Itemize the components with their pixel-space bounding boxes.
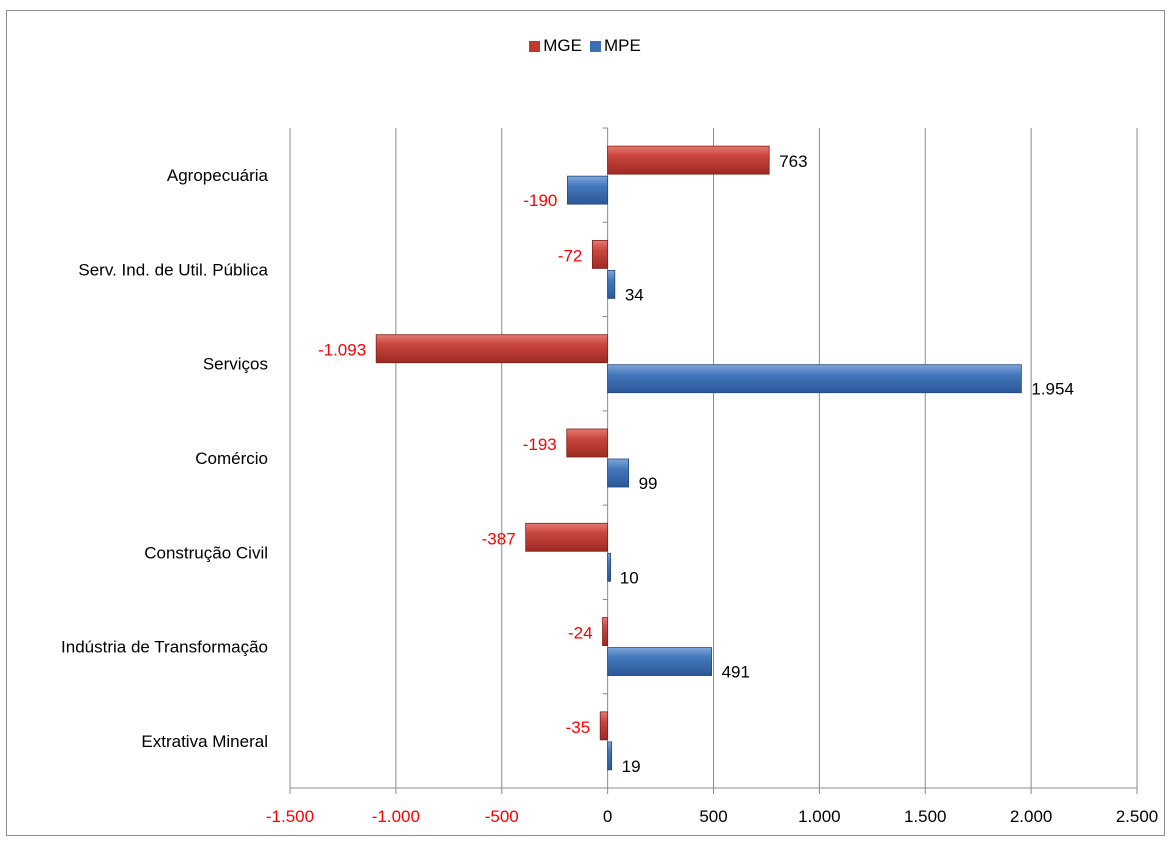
category-label: Serviços: [203, 355, 268, 374]
category-label: Construção Civil: [144, 543, 268, 562]
bar-mge: [591, 240, 609, 269]
data-label: 19: [622, 757, 641, 776]
bar-mpe: [607, 458, 629, 488]
x-tick-label: 2.500: [1116, 807, 1159, 826]
x-tick-label: -500: [485, 807, 519, 826]
data-label: -72: [558, 246, 583, 265]
x-tick-label: 1.500: [904, 807, 947, 826]
x-tick-label: 500: [699, 807, 727, 826]
legend-swatch-mge: [529, 40, 541, 52]
legend-label-mge: MGE: [543, 36, 582, 55]
category-label: Comércio: [195, 449, 268, 468]
data-label: 763: [779, 152, 807, 171]
data-label: 491: [722, 663, 750, 682]
bar-mge: [602, 617, 609, 646]
bar-mge: [525, 522, 609, 552]
legend-swatch-mpe: [589, 40, 601, 52]
category-label: Serv. Ind. de Util. Pública: [78, 260, 268, 279]
x-tick-label: 2.000: [1010, 807, 1053, 826]
x-tick-label: -1.000: [372, 807, 420, 826]
category-label: Indústria de Transformação: [61, 638, 268, 657]
x-tick-label: -1.500: [266, 807, 314, 826]
data-label: 1.954: [1031, 380, 1074, 399]
bar-mge: [607, 145, 770, 175]
data-label: 10: [620, 568, 639, 587]
chart-area: [6, 10, 1165, 836]
bar-mge: [599, 711, 609, 741]
data-label: -193: [523, 435, 557, 454]
data-label: -35: [566, 718, 591, 737]
bar-mge: [375, 334, 609, 364]
category-label: Extrativa Mineral: [141, 732, 268, 751]
bar-mpe: [607, 364, 1022, 394]
x-tick-label: 0: [603, 807, 612, 826]
data-label: 34: [625, 285, 644, 304]
legend: MGE MPE: [0, 36, 1170, 56]
x-tick-label: 1.000: [798, 807, 841, 826]
category-label: Agropecuária: [167, 166, 269, 185]
bar-mpe: [566, 175, 609, 205]
bar-mge: [566, 428, 609, 458]
bar-mpe: [607, 647, 712, 676]
legend-label-mpe: MPE: [603, 36, 641, 55]
legend-item-mpe: MPE: [589, 36, 641, 56]
legend-item-mge: MGE: [529, 36, 582, 56]
data-label: 99: [639, 474, 658, 493]
data-label: -387: [482, 529, 516, 548]
bar-mpe: [607, 270, 616, 299]
data-label: -24: [568, 624, 593, 643]
data-label: -190: [523, 191, 557, 210]
bar-mpe: [607, 741, 613, 771]
bar-mpe: [607, 552, 612, 582]
data-label: -1.093: [318, 341, 366, 360]
